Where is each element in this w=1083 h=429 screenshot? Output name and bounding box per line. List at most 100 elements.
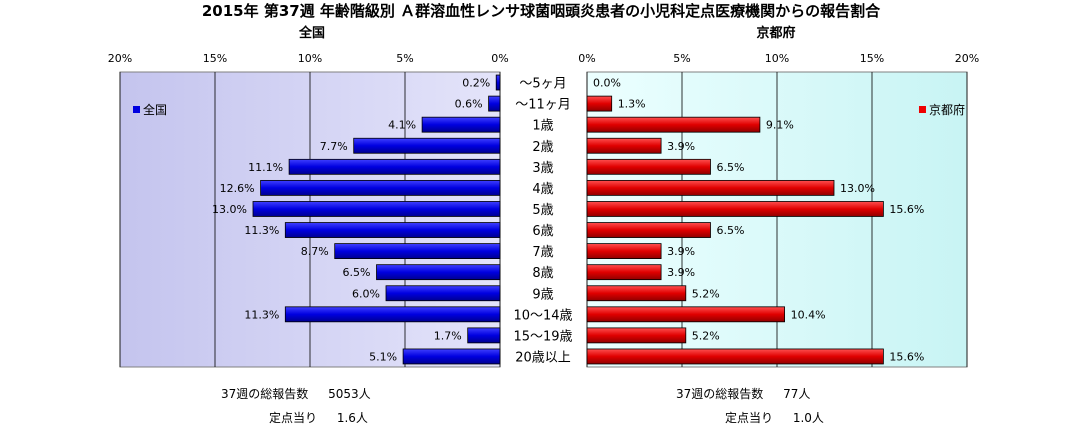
kyoto-data-label: 3.9%: [667, 245, 695, 258]
national-tick-label: 0%: [491, 52, 508, 65]
kyoto-bar: [586, 243, 662, 260]
kyoto-data-label: 15.6%: [889, 350, 924, 363]
national-bar: [334, 243, 501, 260]
category-label: 15～19歳: [513, 329, 572, 344]
national-bar: [402, 348, 501, 365]
category-label: 10～14歳: [513, 308, 572, 323]
category-label: 7歳: [532, 245, 553, 260]
national-bar: [495, 74, 501, 91]
kyoto-bar: [586, 95, 613, 112]
kyoto-data-label: 5.2%: [692, 329, 720, 342]
kyoto-data-label: 6.5%: [717, 161, 745, 174]
category-label: 9歳: [532, 287, 553, 302]
category-label: 8歳: [532, 266, 553, 281]
national-bar: [385, 285, 501, 302]
kyoto-data-label: 9.1%: [766, 119, 794, 132]
kyoto-data-label: 13.0%: [840, 182, 875, 195]
national-bar: [260, 179, 501, 196]
chart-title: 2015年 第37週 年齢階級別 Ａ群溶血性レンサ球菌咽頭炎患者の小児科定点医療…: [202, 2, 881, 20]
national-legend-label: 全国: [143, 102, 167, 117]
kyoto-tick-label: 10%: [765, 52, 789, 65]
national-data-label: 0.6%: [455, 98, 483, 111]
kyoto-per-site-line: 定点当り 1.0人: [725, 409, 824, 426]
kyoto-data-label: 15.6%: [889, 203, 924, 216]
national-data-label: 11.3%: [244, 308, 279, 321]
kyoto-legend-swatch: [918, 106, 926, 113]
national-legend-swatch: [133, 106, 140, 113]
category-label: 6歳: [532, 224, 553, 239]
kyoto-bar: [586, 158, 711, 175]
category-label: 1歳: [532, 119, 553, 134]
national-bar: [488, 95, 501, 112]
kyoto-bar: [586, 348, 884, 365]
kyoto-total-line: 37週の総報告数 77人: [676, 385, 810, 402]
category-label: 2歳: [532, 140, 553, 155]
national-bar: [284, 306, 501, 323]
kyoto-tick-label: 5%: [673, 52, 690, 65]
national-data-label: 11.1%: [248, 161, 283, 174]
national-bar: [284, 222, 501, 238]
kyoto-bar: [586, 222, 711, 238]
category-label: ～5ヶ月: [519, 77, 566, 92]
kyoto-data-label: 10.4%: [791, 308, 826, 321]
national-tick-label: 10%: [298, 52, 322, 65]
kyoto-bar: [586, 285, 687, 302]
national-tick-label: 15%: [203, 52, 227, 65]
national-data-label: 0.2%: [462, 77, 490, 90]
kyoto-bar: [586, 264, 662, 281]
kyoto-data-label: 3.9%: [667, 266, 695, 279]
kyoto-bar: [586, 179, 835, 196]
kyoto-legend-label: 京都府: [929, 102, 965, 117]
kyoto-data-label: 0.0%: [593, 77, 621, 90]
kyoto-bar: [586, 116, 761, 133]
national-bar: [353, 137, 501, 154]
kyoto-bar: [586, 327, 687, 344]
national-data-label: 4.1%: [388, 119, 416, 132]
kyoto-tick-label: 0%: [578, 52, 595, 65]
national-tick-label: 20%: [108, 52, 132, 65]
category-label: 20歳以上: [515, 350, 571, 365]
national-bar: [252, 201, 501, 217]
kyoto-per-site-value: 1.0人: [792, 411, 824, 425]
kyoto-total-value: 77人: [783, 387, 811, 401]
national-data-label: 7.7%: [320, 140, 348, 153]
national-data-label: 6.5%: [343, 266, 371, 279]
kyoto-per-site-label: 定点当り: [725, 411, 774, 425]
kyoto-bar: [586, 201, 884, 217]
kyoto-data-label: 5.2%: [692, 287, 720, 300]
kyoto-data-label: 3.9%: [667, 140, 695, 153]
national-data-label: 13.0%: [212, 203, 247, 216]
kyoto-bar: [586, 137, 662, 154]
national-per-site-line: 定点当り 1.6人: [269, 409, 368, 426]
national-legend: 全国: [133, 102, 167, 117]
national-data-label: 12.6%: [220, 182, 255, 195]
national-plot: 20% 15% 10% 5% 0%0.2% 0.6% 4.1% 7.7% 11.1% 12.6% 1…: [108, 52, 509, 368]
national-bar: [467, 327, 501, 344]
kyoto-data-label: 1.3%: [618, 98, 646, 111]
kyoto-bar: [586, 306, 786, 323]
national-per-site-label: 定点当り: [269, 411, 318, 425]
national-data-label: 5.1%: [369, 350, 397, 363]
national-data-label: 11.3%: [244, 224, 279, 237]
national-per-site-value: 1.6人: [336, 411, 368, 425]
national-bar: [421, 116, 501, 133]
national-data-label: 8.7%: [301, 245, 329, 258]
national-bar: [288, 158, 501, 175]
category-label: ～11ヶ月: [515, 98, 571, 113]
national-tick-label: 5%: [396, 52, 413, 65]
national-subtitle: 全国: [298, 25, 325, 41]
category-label: 5歳: [532, 203, 553, 218]
kyoto-tick-label: 15%: [860, 52, 884, 65]
category-label: 3歳: [532, 161, 553, 176]
national-total-line: 37週の総報告数 5053人: [221, 385, 371, 402]
kyoto-legend: 京都府: [918, 102, 965, 117]
age-category-labels: ～5ヶ月 ～11ヶ月 1歳 2歳 3歳 4歳 5歳 6歳 7歳 8歳 9歳 10～14歳 15～19歳 2…: [513, 77, 572, 366]
national-data-label: 6.0%: [352, 287, 380, 300]
category-label: 4歳: [532, 182, 553, 197]
kyoto-total-label: 37週の総報告数: [676, 387, 764, 401]
kyoto-tick-label: 20%: [955, 52, 979, 65]
kyoto-plot: 0% 5% 10% 15% 20% 0.0% 1.3% 9.1% 3.9% 6.5% 13.0% 15…: [578, 52, 979, 368]
kyoto-data-label: 6.5%: [717, 224, 745, 237]
national-total-label: 37週の総報告数: [221, 387, 309, 401]
